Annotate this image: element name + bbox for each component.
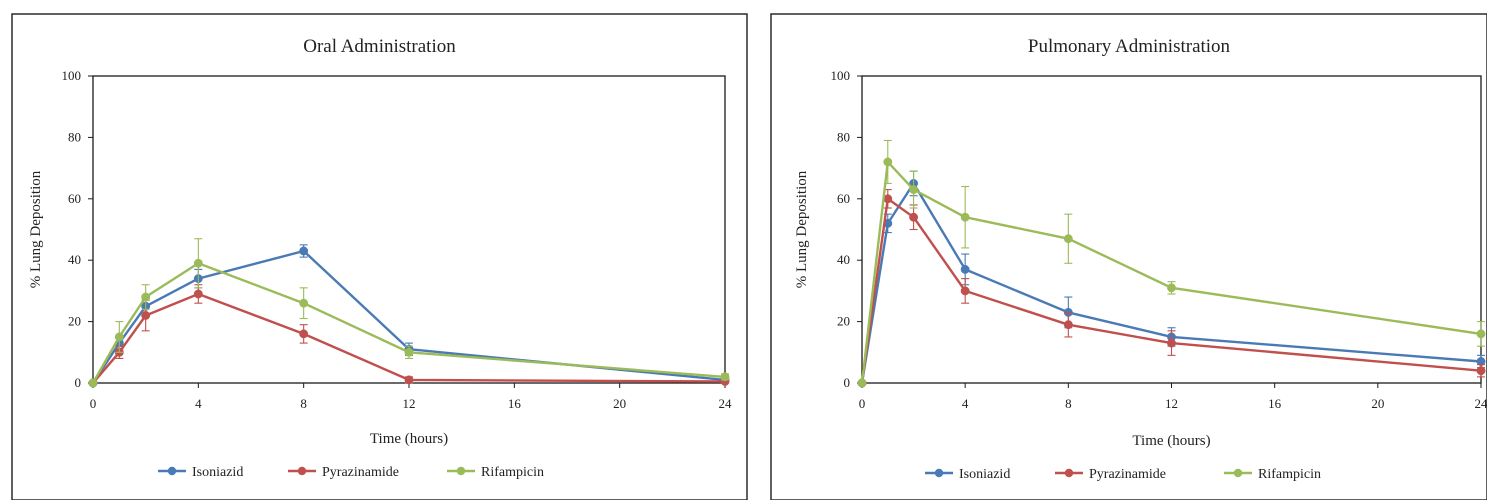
y-tick-label: 0 [844,375,851,390]
data-point [1167,283,1176,293]
y-axis-title: % Lung Deposition [28,170,44,288]
chart-panel-oral: Oral Administration 0 20 40 60 80 100 0 4 8 12 16 20… [11,13,748,500]
x-tick-label: 4 [962,396,969,411]
data-point [88,378,98,388]
x-axis-title: Time (hours) [1132,433,1210,449]
y-tick-label: 100 [831,68,851,83]
panel-frame [11,13,748,500]
data-point [1167,338,1176,348]
x-tick-label: 12 [403,396,416,411]
data-point [883,157,893,167]
x-tick-label: 16 [508,396,522,411]
x-tick-label: 24 [1475,396,1487,411]
data-point [114,332,124,342]
series-rifampicin [88,238,730,388]
y-tick-label: 80 [837,129,850,144]
y-tick-label: 40 [68,252,81,267]
y-tick-label: 0 [75,375,82,390]
data-point [1063,320,1073,330]
y-tick-label: 20 [837,314,850,329]
x-axis-title: Time (hours) [370,431,448,447]
data-point [193,289,203,299]
series-rifampicin [857,139,1486,388]
data-point [1063,234,1073,244]
data-point [1476,366,1486,376]
x-tick-label: 12 [1165,396,1178,411]
data-point [909,212,919,222]
legend-swatch-marker [456,466,466,476]
legend-swatch-marker [934,468,944,478]
x-tick-label: 8 [1065,396,1072,411]
legend-label: Isoniazid [192,465,243,480]
legend-label: Pyrazinamide [1089,467,1166,482]
panel-frame [770,13,1487,500]
data-point [960,264,970,274]
y-tick-label: 80 [68,129,81,144]
legend-label: Pyrazinamide [322,465,399,480]
x-tick-label: 16 [1268,396,1282,411]
x-tick-label: 0 [90,396,97,411]
chart-title: Oral Administration [303,36,456,57]
data-point [857,378,867,388]
legend-swatch-marker [297,466,307,476]
data-point [141,292,151,302]
y-tick-label: 100 [62,68,82,83]
data-point [141,311,151,320]
x-tick-label: 8 [300,396,307,411]
data-point [193,258,203,268]
y-tick-label: 60 [837,191,850,206]
data-point [404,347,414,357]
data-point [720,372,730,382]
data-point [960,212,970,222]
data-point [299,329,309,339]
data-point [299,246,309,256]
legend-swatch-marker [1064,468,1074,478]
y-tick-label: 20 [68,314,81,329]
legend-label: Rifampicin [1258,467,1321,482]
data-point [404,375,414,385]
y-tick-label: 40 [837,252,850,267]
x-tick-label: 20 [1371,396,1384,411]
legend-label: Isoniazid [959,467,1010,482]
chart-panel-pulmonary: Pulmonary Administration 0 20 40 60 80 100 0 4 8 1… [770,13,1487,500]
legend-label: Rifampicin [481,465,544,480]
y-axis-title: % Lung Deposition [794,170,810,288]
x-tick-label: 24 [719,396,733,411]
data-point [1476,329,1486,339]
data-point [909,185,919,195]
legend-swatch-marker [1233,468,1243,478]
chart-title: Pulmonary Administration [1028,36,1231,57]
legend-swatch-marker [167,466,177,476]
x-tick-label: 20 [613,396,626,411]
data-point [299,298,309,308]
x-tick-label: 4 [195,396,202,411]
data-point [960,286,970,296]
x-tick-label: 0 [859,396,866,411]
y-tick-label: 60 [68,191,81,206]
